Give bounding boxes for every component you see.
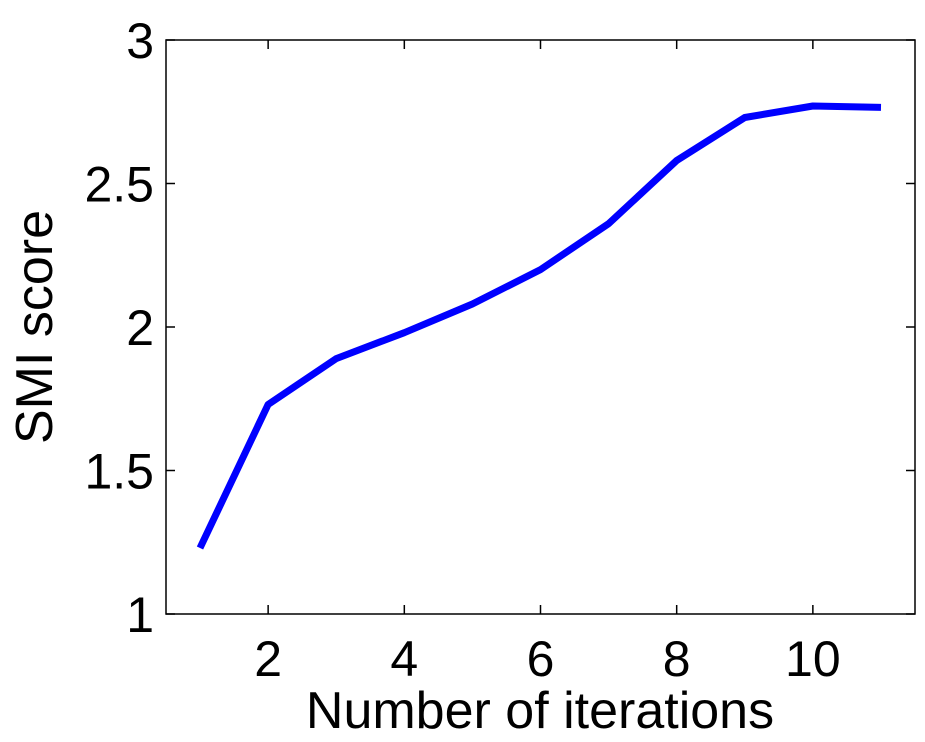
x-axis-ticks: 2 4 6 8 10: [254, 40, 841, 687]
x-tick-label: 4: [390, 631, 418, 687]
x-axis-title: Number of iterations: [306, 682, 774, 740]
y-tick-label: 1: [126, 587, 154, 643]
y-tick-label: 2.5: [84, 157, 154, 213]
plot-area-border: [165, 39, 916, 615]
series-layer: [196, 102, 882, 550]
x-tick-label: 10: [785, 631, 841, 687]
x-tick-label: 6: [527, 631, 555, 687]
x-tick-label: 2: [254, 631, 282, 687]
y-axis-ticks: 1 1.5 2 2.5 3: [84, 13, 915, 643]
y-tick-label: 2: [126, 300, 154, 356]
y-tick-label: 3: [126, 13, 154, 69]
y-tick-label: 1.5: [84, 444, 154, 500]
x-tick-label: 8: [663, 631, 691, 687]
plot-frame: [165, 39, 916, 615]
y-axis-title: SMI score: [6, 210, 64, 444]
series-line: [196, 102, 882, 550]
